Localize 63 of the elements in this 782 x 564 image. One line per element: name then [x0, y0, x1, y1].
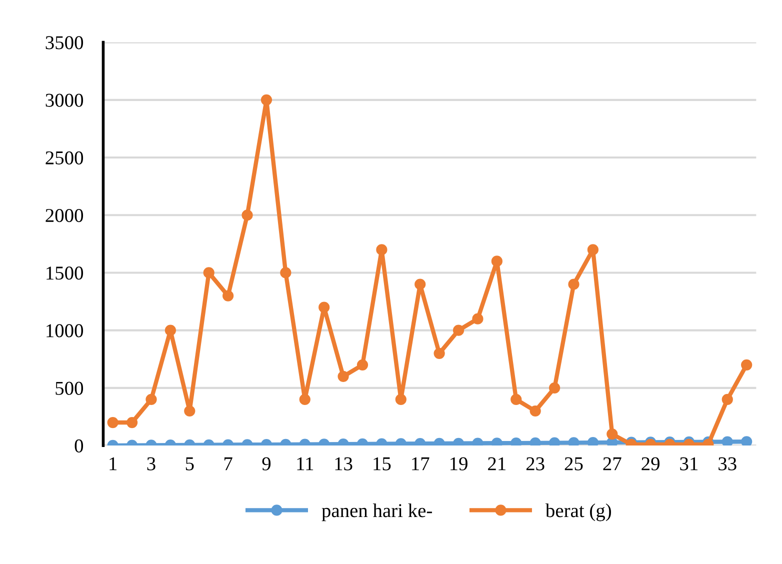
point: [722, 436, 733, 446]
point: [472, 313, 484, 324]
x-tick-label: 23: [526, 457, 544, 470]
x-tick-label: 25: [564, 457, 583, 470]
y-tick-label: 0: [74, 439, 84, 452]
point: [568, 437, 580, 446]
point: [222, 290, 234, 302]
legend-label: berat (g): [545, 504, 611, 522]
point: [530, 437, 541, 446]
point: [434, 348, 445, 359]
point: [491, 256, 502, 267]
x-tick-label: 13: [335, 457, 352, 470]
point: [203, 267, 214, 278]
legend-label: panen hari ke-: [322, 504, 432, 522]
y-tick-label: 2500: [46, 151, 84, 164]
x-tick-label: 9: [262, 457, 271, 470]
y-tick-label: 1000: [46, 324, 84, 338]
point: [548, 437, 560, 446]
y-tick-label: 1500: [46, 266, 84, 280]
point: [338, 370, 349, 382]
point: [318, 302, 330, 313]
point: [184, 405, 196, 417]
point: [510, 394, 522, 406]
x-tick-label: 19: [450, 457, 468, 470]
point: [510, 437, 522, 446]
y-tick-label: 500: [56, 382, 84, 395]
point: [587, 437, 599, 446]
point: [741, 436, 752, 446]
x-tick-label: 5: [186, 457, 194, 470]
point: [164, 324, 176, 336]
point: [491, 438, 502, 446]
point: [299, 394, 310, 406]
point: [146, 394, 157, 406]
x-tick-label: 21: [488, 457, 506, 470]
point: [242, 210, 253, 221]
x-tick-label: 31: [680, 457, 698, 470]
x-tick-label: 11: [297, 457, 314, 470]
point: [280, 267, 292, 278]
x-tick-label: 7: [224, 457, 232, 470]
point: [530, 405, 541, 417]
point: [376, 244, 388, 256]
point: [107, 416, 118, 428]
point: [587, 244, 599, 256]
y-tick-label: 2000: [46, 208, 84, 222]
x-tick-label: 17: [412, 457, 430, 470]
point: [722, 394, 733, 406]
point: [741, 359, 752, 370]
y-tick-label: 3500: [46, 36, 84, 50]
x-tick-label: 33: [718, 457, 736, 470]
point: [395, 394, 406, 406]
point: [548, 382, 560, 394]
point: [126, 416, 138, 428]
point: [452, 324, 464, 336]
x-tick-label: 15: [374, 457, 391, 470]
x-tick-label: 1: [110, 457, 117, 470]
point: [606, 428, 618, 440]
x-tick-label: 3: [147, 457, 156, 470]
x-tick-label: 29: [642, 457, 660, 470]
point: [414, 278, 426, 290]
x-tick-label: 27: [603, 457, 622, 470]
point: [356, 359, 368, 370]
y-tick-label: 3000: [46, 94, 84, 107]
point: [568, 278, 580, 290]
